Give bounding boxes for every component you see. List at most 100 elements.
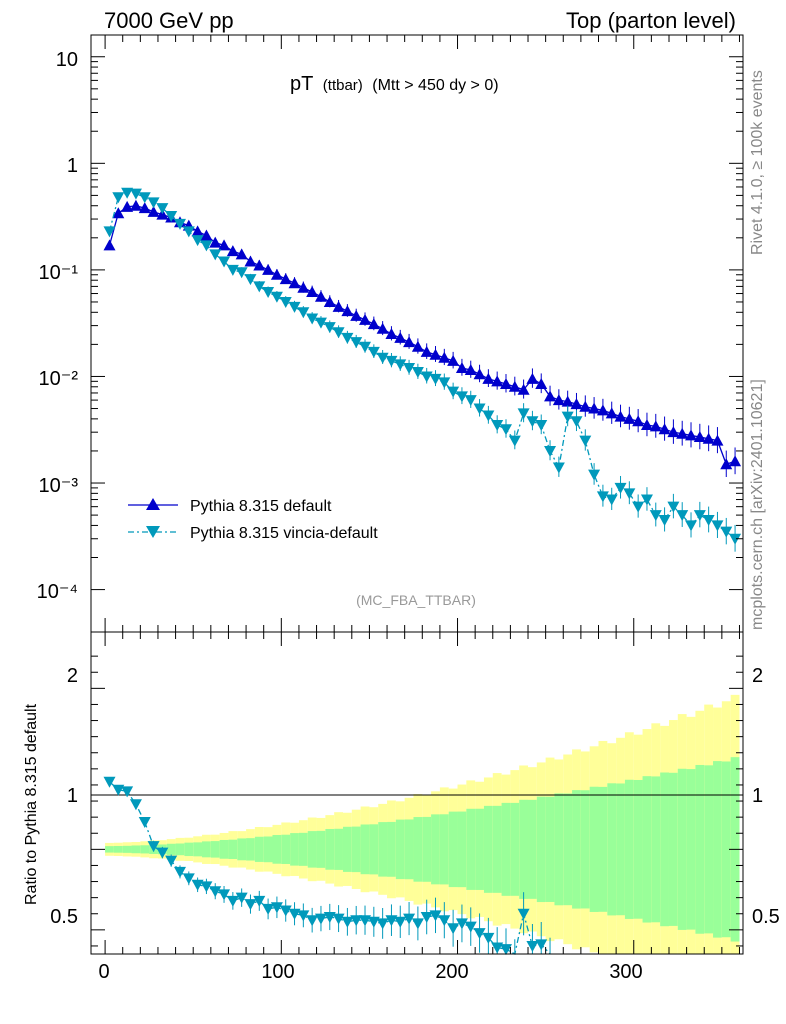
- band-inner: [272, 834, 282, 864]
- point-default: [235, 248, 248, 260]
- point-vincia: [367, 346, 380, 358]
- point-default: [447, 354, 460, 366]
- point-vincia: [200, 240, 213, 252]
- point-vincia: [579, 435, 592, 447]
- ratio-point-vincia: [429, 910, 442, 922]
- ratio-point-vincia: [306, 915, 319, 927]
- point-vincia: [244, 274, 257, 286]
- ratio-band-layer: [105, 694, 740, 954]
- point-default: [438, 351, 451, 363]
- band-inner: [254, 836, 264, 862]
- point-default: [350, 309, 363, 321]
- band-inner: [237, 838, 247, 861]
- legend-marker-vincia: [146, 526, 160, 538]
- point-vincia: [218, 256, 231, 268]
- band-inner: [404, 819, 414, 880]
- point-vincia: [314, 317, 327, 329]
- point-default: [403, 336, 416, 348]
- ytick-label-0p0001: 10⁻⁴: [37, 581, 78, 603]
- xtick-label-300: 300: [609, 961, 642, 983]
- band-inner: [589, 786, 599, 912]
- point-vincia: [253, 281, 266, 293]
- point-default: [367, 318, 380, 330]
- band-inner: [528, 799, 537, 899]
- ratio-point-vincia: [411, 918, 424, 930]
- band-inner: [351, 826, 361, 873]
- ratio-point-vincia: [482, 932, 495, 944]
- ratio-point-vincia: [526, 940, 539, 952]
- point-vincia: [262, 287, 275, 299]
- ratio-point-vincia: [367, 916, 380, 928]
- point-default: [129, 199, 142, 211]
- band-inner: [122, 845, 132, 853]
- point-default: [473, 368, 486, 380]
- band-inner: [298, 832, 308, 866]
- ratio-point-vincia: [226, 895, 239, 907]
- band-inner: [598, 786, 608, 912]
- point-default: [508, 380, 521, 392]
- ratio-point-vincia: [464, 921, 477, 933]
- point-default: [226, 245, 239, 257]
- point-default: [623, 412, 636, 424]
- ratio-point-vincia: [403, 913, 416, 925]
- ratio-ytick-label-1-left: 1: [67, 785, 78, 807]
- point-default: [579, 400, 592, 412]
- point-vincia: [729, 533, 742, 545]
- point-vincia: [288, 301, 301, 313]
- ratio-series-layer: [103, 776, 551, 956]
- band-inner: [316, 830, 326, 868]
- ratio-point-vincia: [288, 908, 301, 920]
- band-inner: [660, 772, 669, 927]
- point-vincia: [279, 296, 292, 308]
- point-default: [570, 398, 583, 410]
- main-frame: [90, 34, 744, 633]
- band-inner: [281, 834, 291, 864]
- point-vincia: [640, 494, 653, 506]
- point-default: [156, 208, 169, 220]
- ratio-point-vincia: [297, 910, 310, 922]
- band-inner: [263, 836, 273, 863]
- ratio-point-vincia: [376, 918, 389, 930]
- band-inner: [395, 819, 405, 880]
- point-vincia: [508, 435, 521, 447]
- ratio-point-vincia: [262, 903, 275, 915]
- point-vincia: [632, 501, 645, 513]
- point-default: [482, 372, 495, 384]
- point-default: [279, 273, 292, 285]
- point-vincia: [544, 445, 557, 457]
- ratio-point-vincia: [473, 928, 486, 940]
- point-default: [632, 415, 645, 427]
- point-default: [535, 377, 548, 389]
- ratio-point-vincia: [244, 899, 257, 911]
- ytick-label-1: 1: [67, 155, 78, 177]
- point-default: [526, 372, 539, 384]
- band-inner: [307, 831, 317, 868]
- band-inner: [580, 790, 590, 909]
- band-inner: [113, 846, 123, 853]
- ratio-point-vincia: [455, 918, 468, 930]
- point-default: [323, 295, 336, 307]
- point-vincia: [570, 416, 583, 428]
- title-rest: (Mtt > 450 dy > 0): [372, 77, 498, 94]
- point-vincia: [447, 386, 460, 398]
- point-default: [297, 281, 310, 293]
- band-inner: [431, 814, 440, 885]
- point-vincia: [138, 192, 151, 204]
- point-default: [306, 286, 319, 298]
- ratio-ticks: [91, 632, 743, 954]
- point-default: [588, 402, 601, 414]
- point-default: [411, 340, 424, 352]
- band-inner: [536, 796, 546, 903]
- point-default: [288, 277, 301, 289]
- ratio-point-vincia: [332, 913, 345, 925]
- point-vincia: [129, 188, 142, 200]
- point-vincia: [667, 501, 680, 513]
- ratio-point-vincia: [359, 915, 372, 927]
- band-inner: [360, 824, 370, 875]
- band-inner: [492, 805, 502, 893]
- point-vincia: [685, 520, 698, 532]
- ratio-point-vincia: [253, 895, 266, 907]
- point-default: [121, 200, 134, 212]
- point-vincia: [420, 371, 433, 383]
- xtick-label-200: 200: [435, 961, 468, 983]
